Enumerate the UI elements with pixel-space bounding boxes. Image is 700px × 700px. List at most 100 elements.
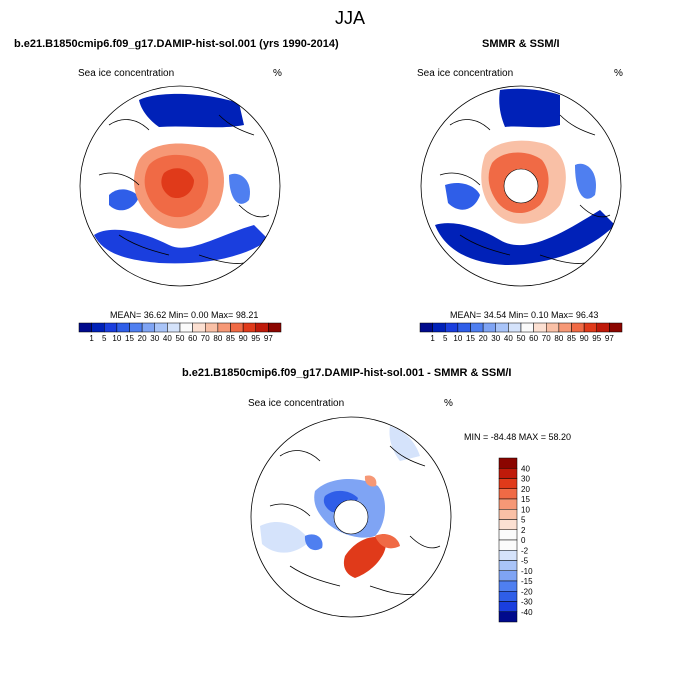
panel2-colorbar: 1 5 10 15 20 30 40 50 60 70 80 85 90 95 97 — [419, 322, 623, 343]
colorbar-swatch — [520, 322, 534, 333]
colorbar-swatch — [179, 322, 193, 333]
colorbar-swatch — [470, 322, 484, 333]
colorbar-swatch — [498, 457, 518, 469]
colorbar-tick-label: 15 — [466, 334, 475, 343]
colorbar-tick-label: -10 — [521, 567, 533, 576]
colorbar-swatch — [498, 601, 518, 612]
panel2-map — [420, 85, 622, 287]
colorbar-swatch — [558, 322, 572, 333]
colorbar-swatch — [498, 478, 518, 489]
colorbar-swatch — [498, 468, 518, 479]
colorbar-tick-label: 30 — [491, 334, 500, 343]
colorbar-tick-label: 20 — [479, 334, 488, 343]
colorbar-swatch — [104, 322, 118, 333]
colorbar-tick-label: 20 — [521, 485, 530, 494]
colorbar-tick-label: 97 — [605, 334, 614, 343]
colorbar-tick-label: -15 — [521, 577, 533, 586]
panel1-ice-pacific — [139, 93, 244, 128]
colorbar-swatch — [498, 529, 518, 541]
colorbar-swatch — [533, 322, 547, 333]
colorbar-tick-label: -2 — [521, 546, 529, 555]
season-title: JJA — [334, 8, 365, 28]
colorbar-swatch — [498, 498, 518, 510]
colorbar-tick-label: 30 — [521, 475, 530, 484]
colorbar-swatch — [498, 570, 518, 582]
colorbar-swatch — [205, 322, 219, 333]
panel3-title: b.e21.B1850cmip6.f09_g17.DAMIP-hist-sol.… — [182, 367, 512, 379]
panel1-field-label: Sea ice concentration — [78, 68, 175, 79]
colorbar-tick-label: 0 — [521, 536, 526, 545]
colorbar-tick-label: 97 — [264, 334, 273, 343]
colorbar-tick-label: 85 — [567, 334, 576, 343]
colorbar-swatch — [546, 322, 560, 333]
colorbar-swatch — [571, 322, 585, 333]
colorbar-swatch — [230, 322, 244, 333]
colorbar-swatch — [116, 322, 130, 333]
colorbar-tick-label: 85 — [226, 334, 235, 343]
colorbar-swatch — [445, 322, 459, 333]
panel3-units: % — [444, 398, 453, 409]
panel3-map — [250, 416, 452, 618]
colorbar-swatch — [154, 322, 168, 333]
colorbar-swatch — [78, 322, 92, 333]
colorbar-tick-label: 80 — [554, 334, 563, 343]
panel2-pole-hole — [503, 168, 539, 204]
colorbar-swatch — [498, 560, 518, 571]
colorbar-tick-label: -30 — [521, 598, 533, 607]
colorbar-tick-label: 70 — [201, 334, 210, 343]
colorbar-tick-label: 1 — [89, 334, 94, 343]
colorbar-tick-label: 10 — [521, 505, 530, 514]
panel2-field-label: Sea ice concentration — [417, 68, 514, 79]
colorbar-tick-label: 60 — [529, 334, 538, 343]
panel2-title: SMMR & SSM/I — [482, 38, 560, 50]
colorbar-swatch — [141, 322, 155, 333]
colorbar-tick-label: -5 — [521, 557, 529, 566]
panel3-positive-anomaly — [343, 536, 386, 578]
colorbar-swatch — [498, 591, 518, 602]
colorbar-swatch — [596, 322, 610, 333]
panel3-stats: MIN = -84.48 MAX = 58.20 — [464, 432, 572, 442]
colorbar-tick-label: 40 — [521, 464, 530, 473]
colorbar-swatch — [91, 322, 105, 333]
colorbar-swatch — [419, 322, 433, 333]
colorbar-swatch — [508, 322, 522, 333]
colorbar-swatch — [498, 519, 518, 530]
panel1-title: b.e21.B1850cmip6.f09_g17.DAMIP-hist-sol.… — [14, 38, 339, 50]
colorbar-tick-label: 10 — [453, 334, 462, 343]
colorbar-swatch — [268, 322, 282, 333]
panel1-colorbar: 1 5 10 15 20 30 40 50 60 70 80 85 90 95 97 — [78, 322, 282, 343]
panel2-ice-pacific — [499, 88, 560, 128]
colorbar-tick-label: 40 — [163, 334, 172, 343]
colorbar-tick-label: 2 — [521, 526, 526, 535]
colorbar-swatch — [609, 322, 623, 333]
panel2-ice-atlantic — [435, 210, 615, 265]
panel3-pole-hole — [333, 499, 369, 535]
panel1-ice-atlantic — [94, 225, 269, 264]
panel2-units: % — [614, 68, 623, 79]
colorbar-swatch — [457, 322, 471, 333]
colorbar-swatch — [167, 322, 181, 333]
colorbar-tick-label: 15 — [521, 495, 530, 504]
colorbar-swatch — [498, 539, 518, 551]
colorbar-tick-label: 80 — [213, 334, 222, 343]
colorbar-swatch — [498, 550, 518, 561]
colorbar-swatch — [192, 322, 206, 333]
colorbar-tick-label: 90 — [580, 334, 589, 343]
colorbar-swatch — [498, 509, 518, 520]
colorbar-tick-label: -40 — [521, 608, 533, 617]
colorbar-swatch — [482, 322, 496, 333]
panel3-field-label: Sea ice concentration — [248, 398, 345, 409]
colorbar-swatch — [498, 488, 518, 500]
colorbar-swatch — [217, 322, 231, 333]
colorbar-tick-label: 30 — [150, 334, 159, 343]
colorbar-tick-label: 5 — [443, 334, 448, 343]
colorbar-swatch — [495, 322, 509, 333]
colorbar-tick-label: 5 — [102, 334, 107, 343]
colorbar-swatch — [498, 580, 518, 592]
colorbar-tick-label: 95 — [592, 334, 601, 343]
colorbar-tick-label: 90 — [239, 334, 248, 343]
panel1-map — [79, 85, 281, 287]
colorbar-tick-label: 70 — [542, 334, 551, 343]
panel1-units: % — [273, 68, 282, 79]
